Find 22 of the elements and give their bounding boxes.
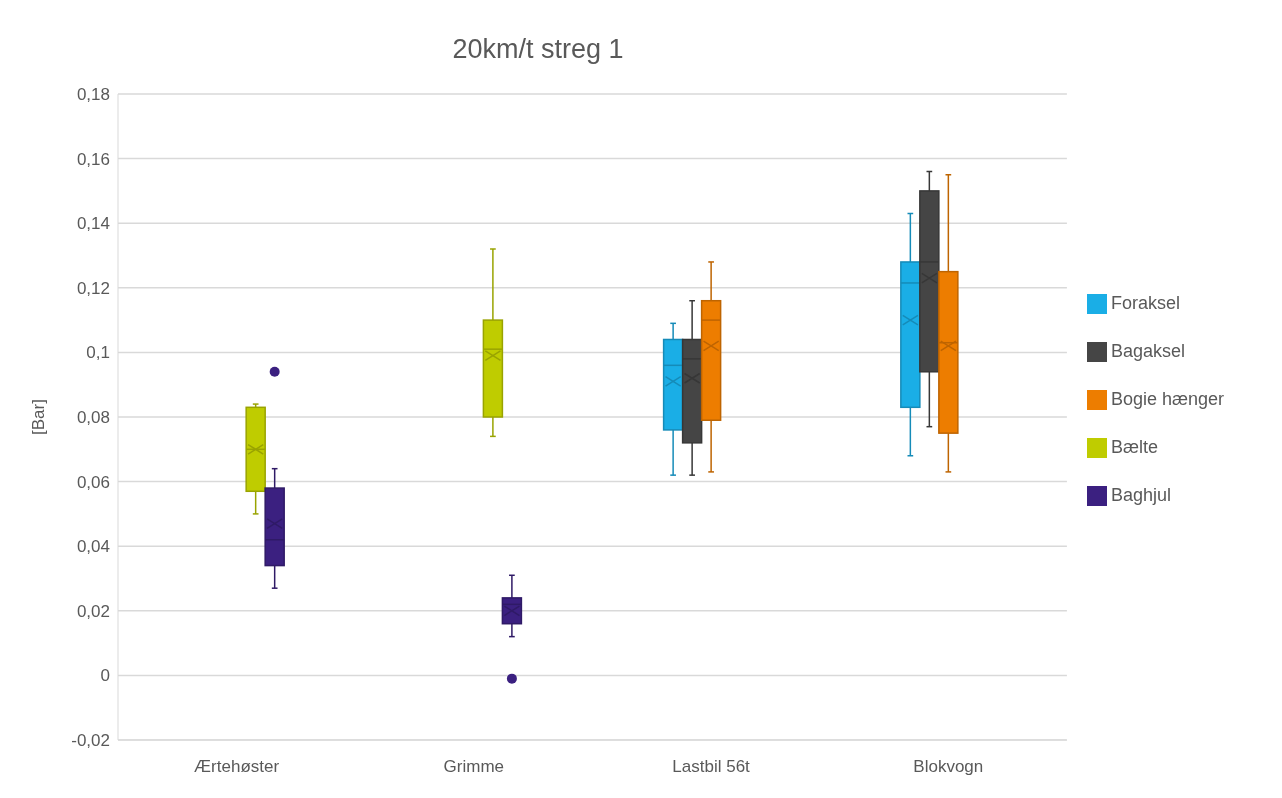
y-tick-label: 0 bbox=[100, 666, 110, 686]
y-tick-label: 0,04 bbox=[76, 537, 110, 557]
y-tick-label: 0,06 bbox=[76, 472, 110, 492]
x-tick-label: Blokvogn bbox=[913, 757, 984, 777]
legend-label: Bogie hænger bbox=[1110, 389, 1224, 409]
y-axis-title: [Bar] bbox=[29, 399, 49, 435]
y-tick-label: 0,14 bbox=[76, 214, 110, 234]
y-tick-label: 0,08 bbox=[76, 408, 110, 428]
legend-label: Foraksel bbox=[1110, 293, 1180, 313]
x-tick-label: Grimme bbox=[443, 757, 505, 777]
legend-label: Baghjul bbox=[1110, 485, 1171, 505]
y-tick-label: 0,1 bbox=[86, 343, 110, 363]
y-tick-label: -0,02 bbox=[71, 731, 110, 751]
y-tick-label: 0,16 bbox=[76, 149, 110, 169]
x-tick-label: Ærtehøster bbox=[194, 757, 280, 777]
x-tick-label: Lastbil 56t bbox=[672, 757, 751, 777]
y-tick-label: 0,02 bbox=[76, 601, 110, 621]
legend-label: Bælte bbox=[1110, 437, 1158, 457]
y-tick-label: 0,12 bbox=[76, 278, 110, 298]
chart-title: 20km/t streg 1 bbox=[451, 34, 625, 65]
y-tick-label: 0,18 bbox=[76, 85, 110, 105]
legend-label: Bagaksel bbox=[1110, 341, 1185, 361]
